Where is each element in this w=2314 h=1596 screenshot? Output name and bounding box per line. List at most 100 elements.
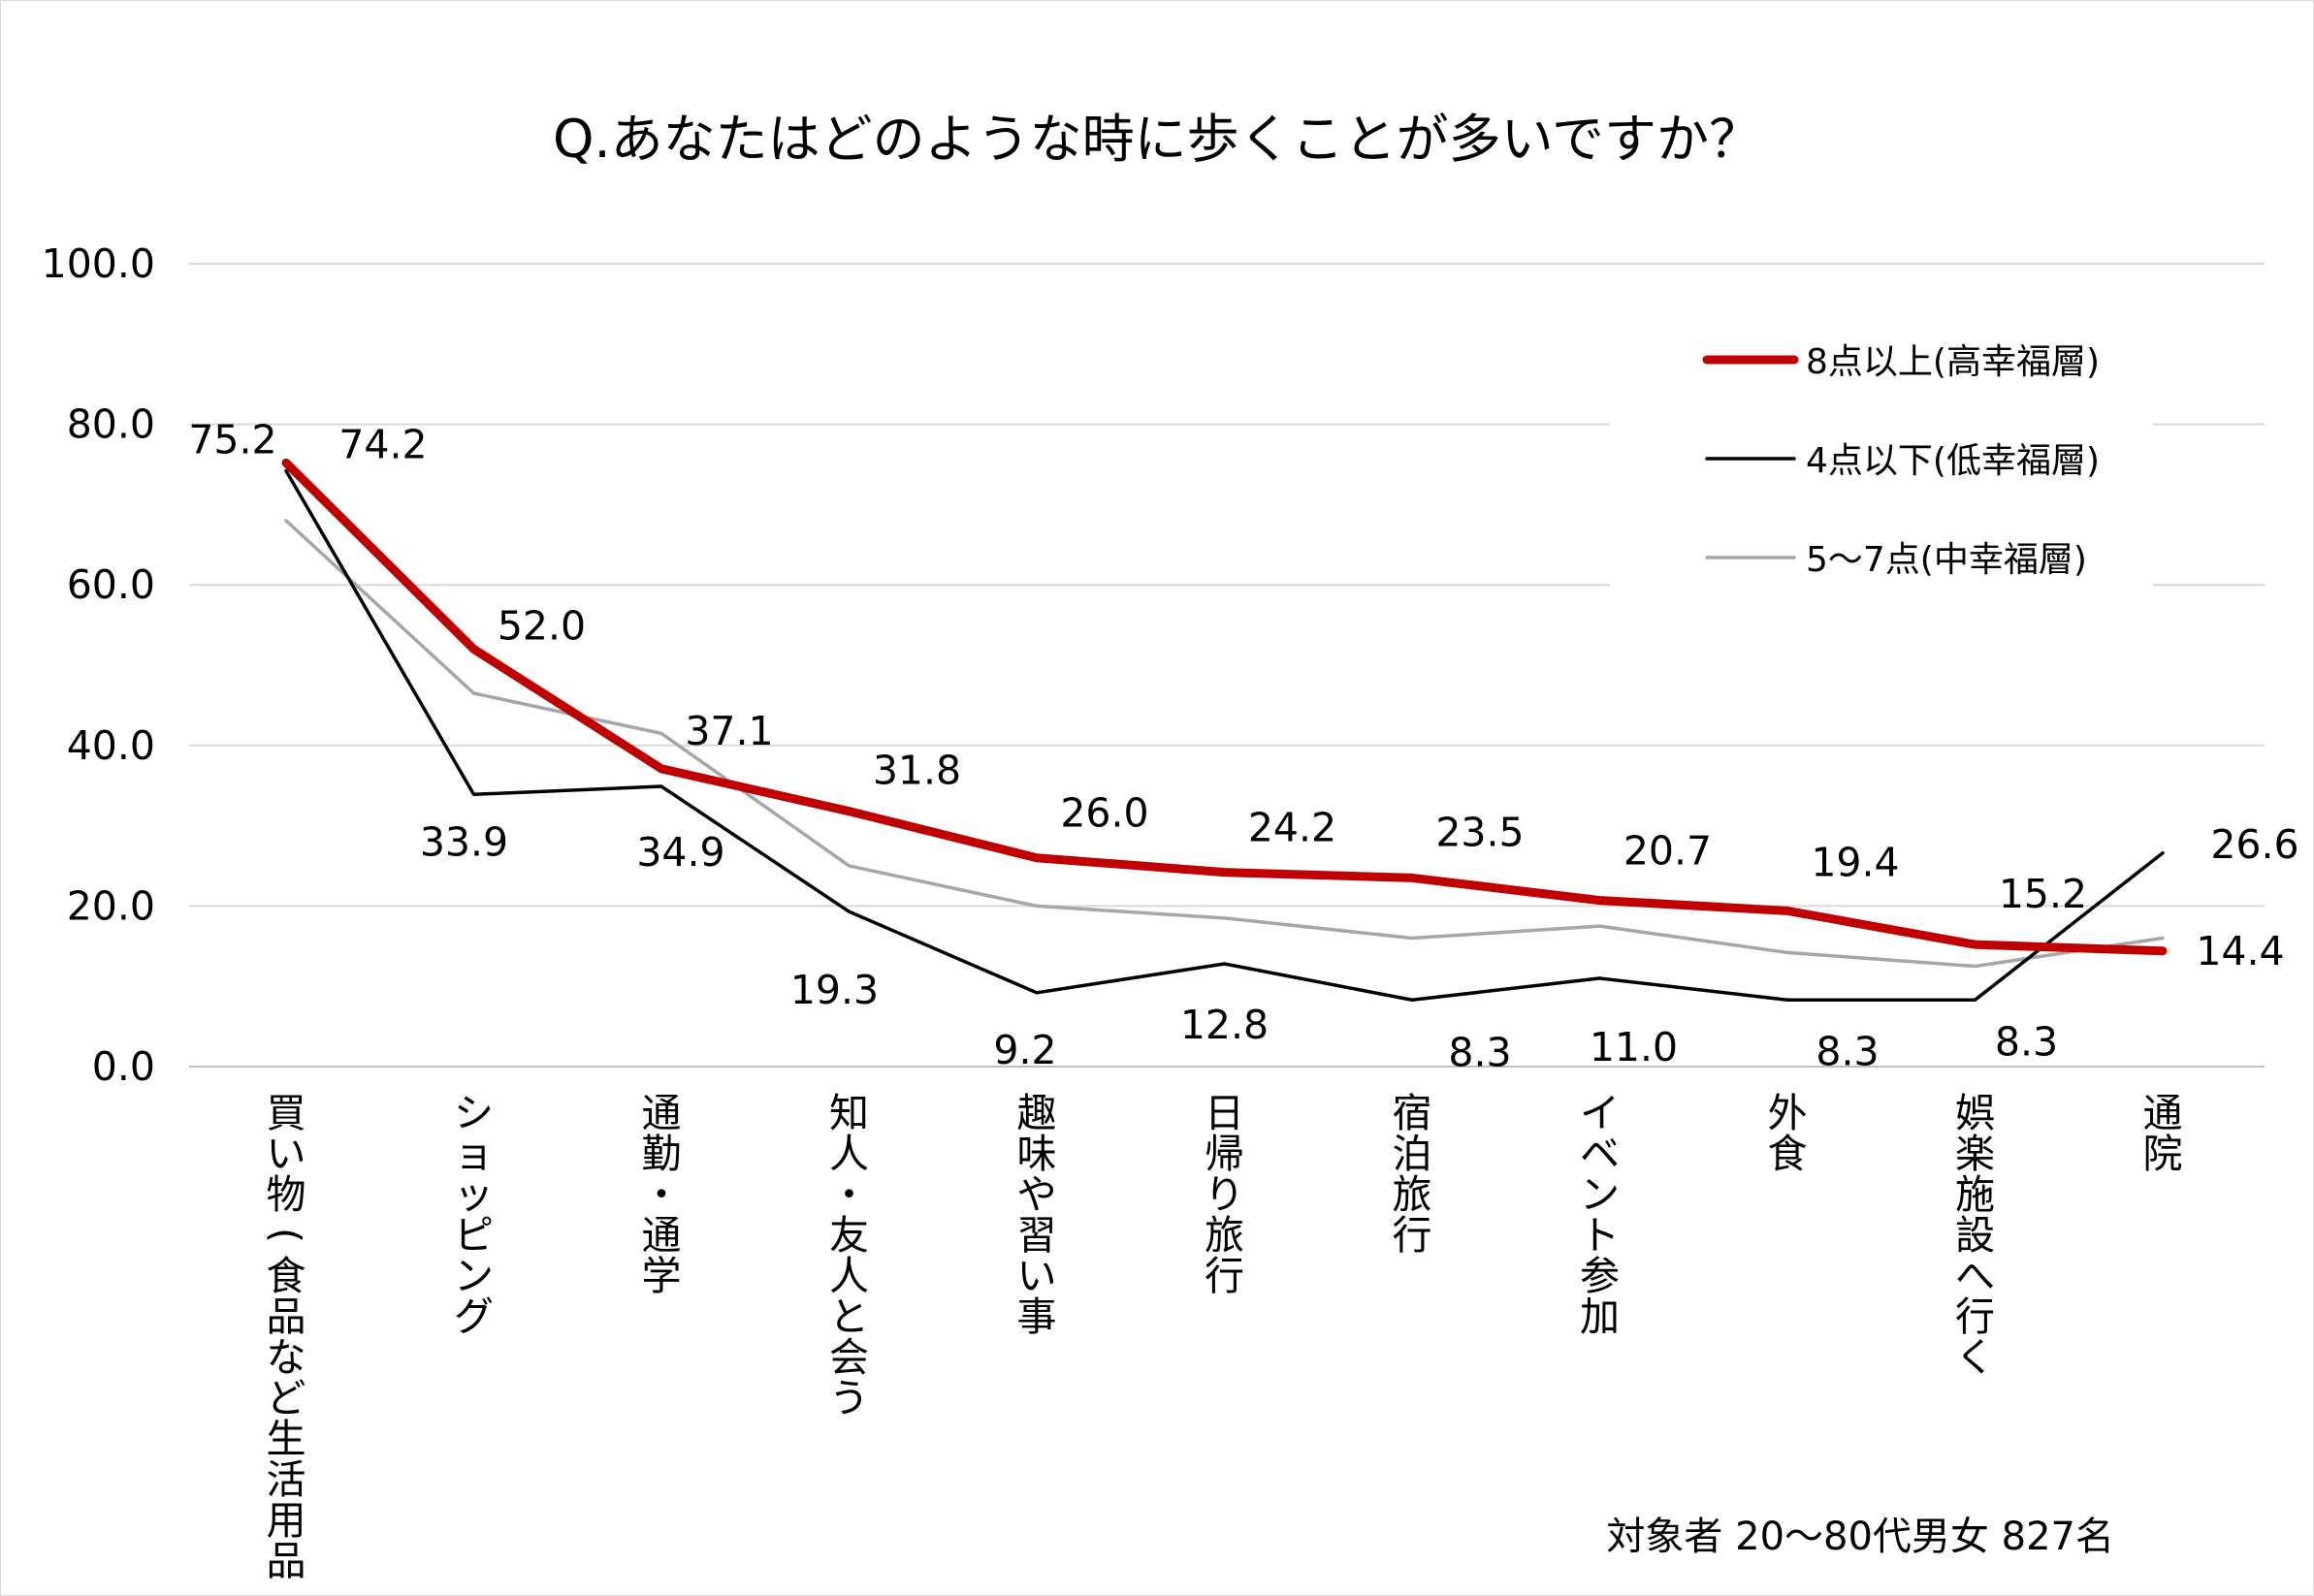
x-category-char: う [829, 1375, 869, 1421]
x-category-char: 日 [1205, 1090, 1244, 1136]
legend-background [1610, 313, 2153, 393]
series-lines [281, 458, 2168, 1003]
x-category-char: 娯 [1955, 1090, 1995, 1136]
series-line-1 [281, 458, 2168, 956]
x-category-char: ン [454, 1253, 494, 1299]
x-category-char: 生 [267, 1416, 306, 1462]
x-category-char: ピ [454, 1212, 494, 1259]
x-category-char: 味 [1017, 1131, 1057, 1177]
data-label-s2: 8.3 [1448, 1029, 1511, 1075]
data-label-s2: 26.6 [2210, 821, 2298, 868]
data-label-s2: 74.2 [338, 422, 427, 468]
x-category-char: 宿 [1393, 1090, 1432, 1136]
x-category-char: 施 [1955, 1171, 1995, 1218]
x-category-char: 物 [267, 1171, 306, 1218]
chart-title: Q.あなたはどのような時に歩くことが多いですか？ [553, 109, 1761, 170]
x-category-char: 趣 [1017, 1090, 1057, 1136]
x-category-char: ど [267, 1375, 306, 1421]
sample-note: 対象者 20～80代男女 827名 [1606, 1515, 2114, 1559]
x-category-char: ョ [454, 1131, 494, 1177]
x-category-char: や [1017, 1171, 1057, 1218]
data-label-s2: 11.0 [1590, 1024, 1678, 1070]
x-category-char: 外 [1768, 1090, 1808, 1136]
data-label-s1: 26.0 [1060, 790, 1148, 837]
data-label-s1: 52.0 [498, 602, 586, 649]
x-category-char: 通 [2143, 1090, 2183, 1136]
x-category-char: ベ [1580, 1131, 1620, 1177]
x-category-char: 帰 [1205, 1131, 1244, 1177]
x-category-char: ( [263, 1228, 309, 1243]
legend-label: 5～7点(中幸福層) [1806, 540, 2087, 580]
x-axis: 買い物(食品など生活用品)ショッピング通勤・通学知人・友人と会う趣味や習い事日帰… [263, 1090, 2183, 1596]
x-category-char: い [267, 1131, 306, 1177]
x-category-char: り [1205, 1171, 1244, 1218]
x-category-char: 活 [267, 1456, 306, 1503]
x-category-char: 参 [1580, 1253, 1620, 1299]
x-category-char: 品 [267, 1293, 306, 1340]
y-tick-label: 80.0 [67, 401, 155, 448]
x-category-char: 友 [829, 1212, 869, 1259]
legend-background [1610, 511, 2153, 591]
x-category-char: 知 [829, 1090, 869, 1136]
x-category-char: 設 [1955, 1212, 1995, 1259]
x-category-char: グ [454, 1293, 494, 1340]
x-category-char: 食 [1768, 1131, 1808, 1177]
x-category-char: 旅 [1393, 1171, 1432, 1218]
x-category-char: 品 [267, 1538, 306, 1584]
legend: 8点以上(高幸福層) 4点以下(低幸福層) 5～7点(中幸福層) [1610, 313, 2153, 591]
data-label-s1: 15.2 [1999, 871, 2087, 917]
data-label-s1: 14.4 [2196, 928, 2284, 974]
x-category-char: 事 [1017, 1293, 1057, 1340]
x-category-char: ・ [829, 1171, 869, 1218]
x-category-char: 通 [642, 1212, 682, 1259]
data-label-s2: 8.3 [1816, 1028, 1879, 1074]
x-category-char: ・ [642, 1171, 682, 1218]
x-category-char: ッ [454, 1171, 494, 1218]
x-category-char: 人 [829, 1131, 869, 1177]
x-category-char: と [829, 1293, 869, 1340]
x-category-char: ト [1580, 1212, 1620, 1259]
x-category-char: 行 [1393, 1212, 1432, 1259]
y-axis: 0.0 20.0 40.0 60.0 80.0 100.0 [42, 240, 155, 1090]
data-label-s1: 37.1 [685, 708, 773, 754]
x-category-char: 人 [829, 1253, 869, 1299]
data-label-s1: 31.8 [873, 748, 961, 794]
x-category-char: へ [1955, 1253, 1995, 1299]
y-tick-label: 0.0 [92, 1043, 155, 1090]
x-category-char: 学 [642, 1253, 682, 1299]
x-category-char: 楽 [1955, 1131, 1995, 1177]
data-label-s2: 12.8 [1180, 1002, 1269, 1048]
x-category-char: 旅 [1205, 1212, 1244, 1259]
x-category-char: 用 [267, 1497, 306, 1544]
data-label-s2: 9.2 [993, 1027, 1056, 1073]
data-label-s2: 8.3 [1995, 1018, 2058, 1065]
y-tick-label: 100.0 [42, 240, 155, 287]
y-tick-label: 20.0 [67, 882, 155, 929]
data-label-s1: 24.2 [1248, 805, 1336, 851]
y-tick-label: 40.0 [67, 722, 155, 769]
x-category-char: 院 [2143, 1131, 2183, 1177]
data-label-s2: 34.9 [636, 829, 724, 876]
series-line-2 [284, 468, 2165, 1003]
x-category-char: 買 [267, 1090, 306, 1136]
legend-label: 8点以上(高幸福層) [1806, 342, 2100, 382]
x-category-label: 通勤・通学 [642, 1090, 682, 1299]
data-label-s2: 19.3 [790, 967, 879, 1013]
x-category-char: 勤 [642, 1131, 682, 1177]
x-category-char: 行 [1955, 1293, 1995, 1340]
data-label-s1: 19.4 [1811, 839, 1899, 885]
x-category-char: 行 [1205, 1253, 1244, 1299]
data-label-s1: 75.2 [188, 416, 276, 463]
x-category-char: い [1017, 1253, 1057, 1299]
data-label-s1: 20.7 [1623, 828, 1712, 875]
x-category-char: シ [454, 1090, 494, 1136]
